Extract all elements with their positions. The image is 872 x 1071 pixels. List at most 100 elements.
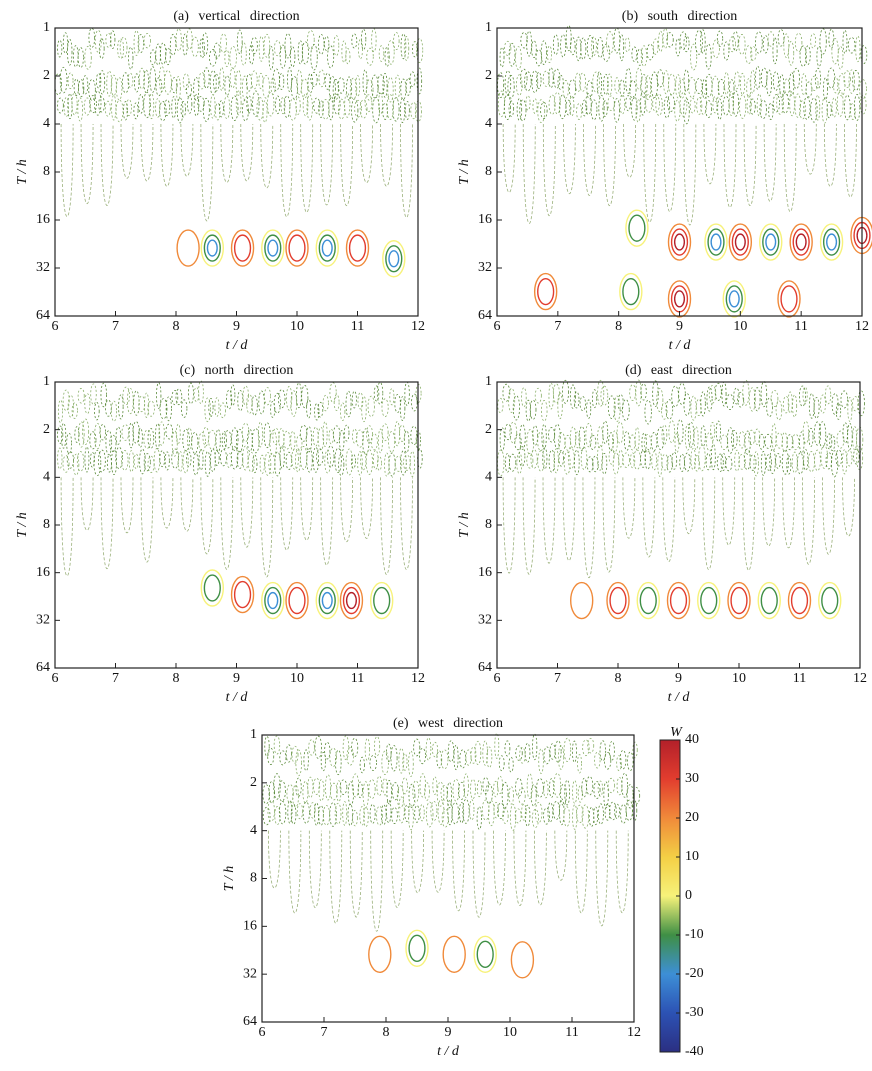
texture [279, 44, 287, 69]
y-tick-label: 1 [43, 374, 50, 389]
texture [259, 454, 265, 474]
texture [458, 781, 466, 800]
texture [295, 449, 301, 473]
texture [365, 79, 374, 101]
texture [674, 99, 681, 122]
x-tick-label: 12 [853, 671, 867, 686]
texture [573, 391, 580, 409]
texture [453, 744, 459, 771]
texture [607, 395, 616, 419]
texture [210, 94, 216, 119]
texture [540, 102, 548, 119]
texture [508, 387, 516, 413]
texture [565, 99, 572, 116]
texture [67, 38, 73, 66]
texture [521, 803, 527, 821]
texture [308, 739, 315, 756]
colorbar-tick-label: -40 [685, 1044, 704, 1059]
texture [110, 400, 118, 422]
texture [164, 451, 170, 471]
contour [777, 280, 801, 318]
x-tick-label: 6 [259, 1025, 266, 1040]
texture [272, 68, 280, 92]
contour [670, 285, 689, 313]
texture [115, 99, 124, 123]
texture [760, 67, 768, 88]
texture [722, 477, 736, 546]
texture [777, 29, 785, 47]
y-tick-label: 2 [485, 422, 492, 437]
texture [73, 453, 80, 476]
texture [278, 780, 286, 802]
texture [82, 418, 90, 445]
texture [412, 41, 418, 58]
texture [656, 69, 664, 88]
texture [368, 779, 376, 799]
texture [579, 396, 586, 412]
texture [541, 423, 547, 450]
texture [509, 803, 517, 831]
texture [829, 434, 836, 451]
texture [678, 78, 686, 99]
texture [807, 451, 815, 473]
texture [370, 830, 384, 932]
texture [289, 46, 296, 68]
y-tick-label: 4 [485, 470, 492, 485]
texture [193, 387, 200, 402]
texture [644, 399, 652, 425]
colorbar-tick-label: 10 [685, 849, 699, 864]
texture [213, 73, 220, 92]
texture [608, 448, 615, 465]
texture [549, 743, 556, 760]
texture [537, 450, 545, 472]
texture [525, 95, 531, 111]
contour [722, 280, 746, 318]
texture [737, 391, 745, 408]
contour [321, 239, 333, 257]
texture [143, 33, 152, 49]
texture [59, 66, 68, 94]
texture [792, 394, 798, 418]
texture [122, 72, 130, 94]
texture [563, 806, 571, 827]
texture [688, 77, 696, 99]
texture [198, 448, 204, 471]
texture [387, 76, 394, 103]
texture [360, 477, 373, 539]
texture [268, 781, 275, 804]
texture [198, 72, 206, 90]
texture [508, 453, 517, 472]
texture [403, 430, 410, 454]
x-tick-label: 8 [615, 319, 622, 334]
texture [204, 397, 211, 423]
texture [182, 73, 190, 90]
texture [306, 398, 312, 419]
texture [180, 123, 194, 177]
texture [842, 29, 848, 54]
texture [635, 98, 641, 123]
texture [274, 40, 281, 57]
texture [568, 79, 576, 99]
texture [60, 123, 74, 217]
texture [117, 38, 125, 59]
texture [572, 804, 578, 830]
colorbar-tick-label: 30 [685, 771, 699, 786]
texture [274, 806, 281, 826]
texture [200, 123, 214, 221]
texture [182, 449, 189, 474]
texture [200, 477, 214, 554]
y-axis-label: T / h [222, 866, 237, 891]
texture [620, 803, 627, 824]
texture [400, 78, 407, 100]
contour [385, 245, 403, 273]
panel-title: (a) vertical direction [173, 9, 299, 24]
contour [405, 929, 429, 968]
texture [132, 421, 140, 444]
texture [165, 396, 172, 422]
texture [241, 422, 250, 442]
texture [760, 381, 768, 408]
texture [317, 426, 325, 451]
texture [193, 94, 200, 117]
